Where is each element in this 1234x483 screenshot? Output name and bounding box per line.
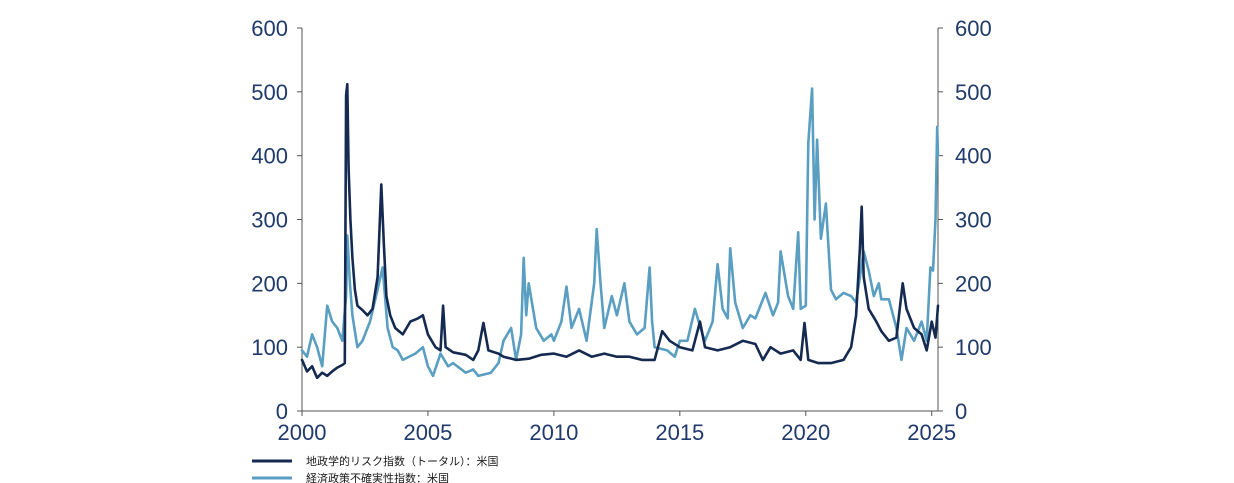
- legend: 地政学的リスク指数（トータル）：米国 経済政策不確実性指数：米国: [252, 454, 499, 483]
- legend-item-economic-policy-uncertainty: 経済政策不確実性指数：米国: [252, 471, 449, 483]
- right-y-axis: 0 100 200 300 400 500 600: [937, 16, 992, 424]
- right-y-tick-label: 200: [955, 271, 992, 296]
- x-tick-label: 2005: [403, 420, 452, 445]
- series-line-economic-policy-uncertainty: [300, 87, 940, 378]
- series-line-geopolitical-risk: [300, 82, 940, 380]
- right-y-tick-label: 600: [955, 16, 992, 41]
- right-y-tick-label: 100: [955, 335, 992, 360]
- left-y-tick-label: 500: [251, 80, 288, 105]
- x-tick-label: 2000: [278, 420, 327, 445]
- right-y-tick-label: 500: [955, 80, 992, 105]
- legend-item-geopolitical-risk: 地政学的リスク指数（トータル）：米国: [252, 454, 499, 468]
- plot-series: [300, 82, 940, 380]
- left-y-tick-label: 600: [251, 16, 288, 41]
- x-axis: 2000 2005 2010 2015 2020 2025: [278, 410, 956, 445]
- x-tick-label: 2015: [655, 420, 704, 445]
- left-y-axis: 0 100 200 300 400 500 600: [251, 16, 303, 424]
- x-tick-label: 2025: [907, 420, 956, 445]
- left-y-tick-label: 200: [251, 271, 288, 296]
- left-y-tick-label: 300: [251, 208, 288, 233]
- x-tick-label: 2020: [781, 420, 830, 445]
- legend-label-economic-policy-uncertainty: 経済政策不確実性指数：米国: [306, 471, 449, 483]
- right-y-tick-label: 400: [955, 144, 992, 169]
- left-y-tick-label: 0: [276, 399, 288, 424]
- left-y-tick-label: 400: [251, 144, 288, 169]
- right-y-tick-label: 300: [955, 208, 992, 233]
- left-y-tick-label: 100: [251, 335, 288, 360]
- legend-label-geopolitical-risk: 地政学的リスク指数（トータル）：米国: [306, 454, 499, 468]
- right-y-tick-label: 0: [955, 399, 967, 424]
- x-tick-label: 2010: [529, 420, 578, 445]
